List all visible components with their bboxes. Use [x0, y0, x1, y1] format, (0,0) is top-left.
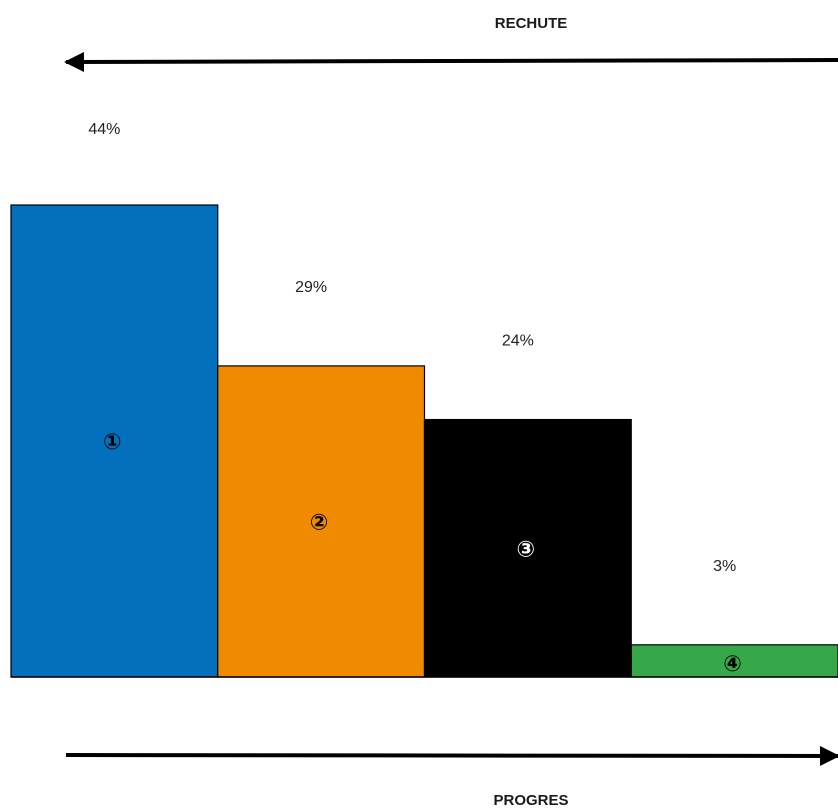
category-label-3: ③ [517, 537, 536, 562]
category-label-1: ① [103, 430, 122, 455]
rechute-arrow [64, 51, 838, 72]
bar-1 [10, 204, 219, 678]
bars-group: 44% ① 29% ② 24% ③ 3% ④ [10, 121, 838, 678]
value-label-4: 3% [713, 558, 736, 575]
category-label-4: ④ [723, 652, 742, 677]
value-label-3: 24% [502, 333, 534, 350]
value-label-2: 29% [295, 279, 327, 296]
value-label-1: 44% [88, 121, 120, 138]
progres-arrow [65, 745, 838, 766]
progres-label: PROGRES [493, 792, 568, 809]
bar-4 [630, 644, 838, 678]
category-label-2: ② [310, 510, 329, 535]
bar-2 [217, 365, 426, 678]
bar-3 [423, 418, 632, 678]
rechute-label: RECHUTE [495, 15, 568, 32]
